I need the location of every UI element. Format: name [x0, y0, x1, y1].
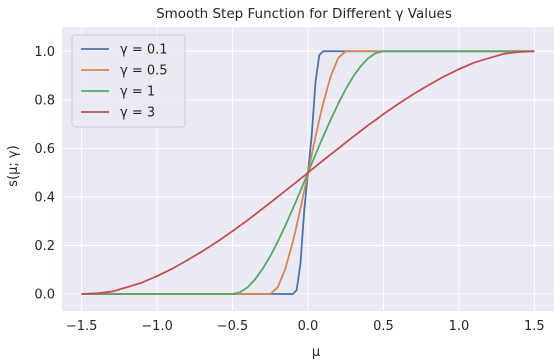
series-line [81, 50, 535, 295]
x-tick-label: 1.5 [524, 319, 545, 334]
legend-label: γ = 1 [120, 85, 155, 100]
x-tick-label: −1.5 [66, 319, 98, 334]
x-tick-label: 1.0 [449, 319, 470, 334]
series-lines [81, 50, 535, 295]
y-tick-label: 0.6 [34, 142, 55, 157]
x-tick-label: −1.0 [141, 319, 173, 334]
y-tick-label: 0.0 [34, 288, 55, 303]
x-axis-label: μ [312, 345, 320, 360]
y-axis-label: s(μ; γ) [6, 145, 21, 186]
x-tick-label: 0.0 [298, 319, 319, 334]
legend-box [71, 34, 186, 128]
legend: γ = 0.1 γ = 0.5 γ = 1 γ = 3 [71, 34, 186, 128]
y-tick-label: 0.8 [34, 93, 55, 108]
y-tick-label: 0.2 [34, 239, 55, 254]
tick-labels: −1.5 −1.0 −0.5 0.0 0.5 1.0 1.5 0.0 0.2 0.4 0.6 0.8 1… [34, 45, 544, 334]
y-tick-label: 0.4 [34, 190, 55, 205]
legend-label: γ = 3 [120, 106, 155, 121]
chart-title: Smooth Step Function for Different γ Val… [156, 6, 452, 22]
y-tick-label: 1.0 [34, 45, 55, 60]
legend-label: γ = 0.5 [120, 64, 168, 79]
x-tick-label: 0.5 [373, 319, 394, 334]
legend-label: γ = 0.1 [120, 43, 168, 58]
x-tick-label: −0.5 [217, 319, 249, 334]
